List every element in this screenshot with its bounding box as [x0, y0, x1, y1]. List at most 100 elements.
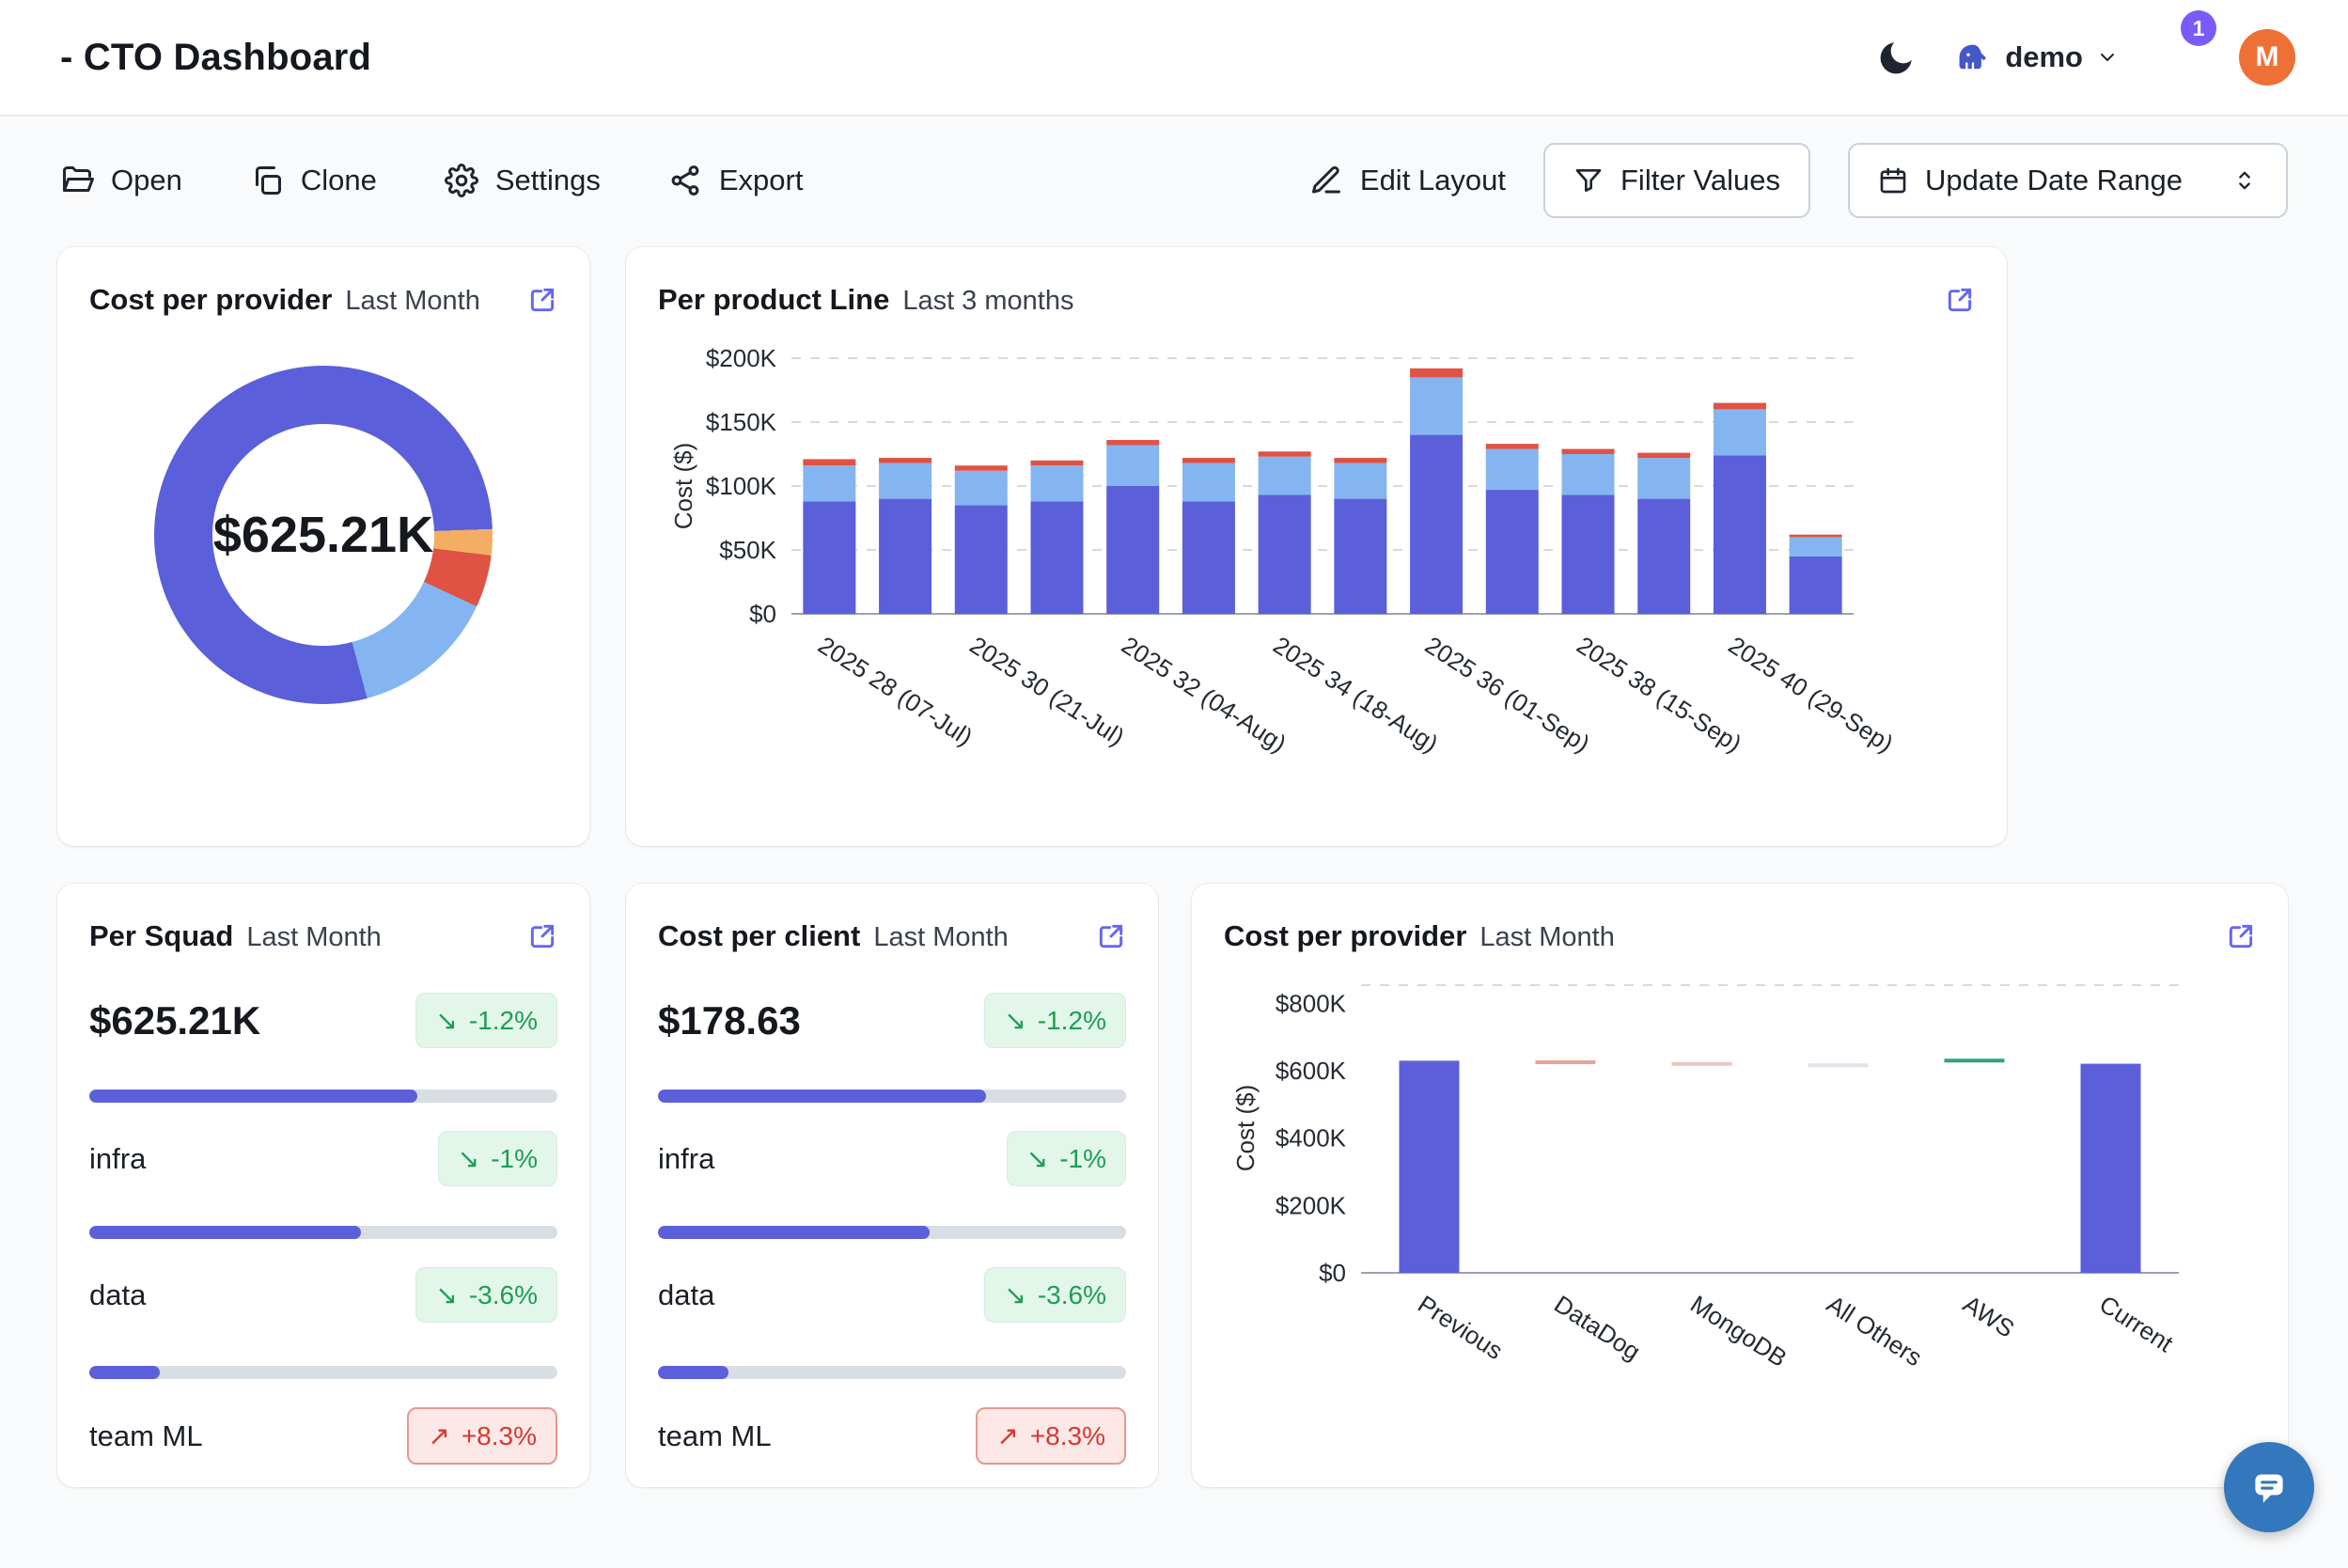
toolbar-left: Open Clone Settings Export: [60, 164, 803, 197]
card-title: Cost per client: [658, 919, 861, 952]
export-label: Export: [718, 164, 804, 196]
open-button[interactable]: Open: [60, 164, 182, 197]
kpi-label: team ML: [89, 1419, 203, 1452]
progress-fill: [89, 1226, 361, 1239]
kpi-label: infra: [89, 1141, 147, 1175]
card-subtitle: Last Month: [1479, 922, 1615, 952]
card-subtitle: Last 3 months: [902, 286, 1074, 316]
trend-down-icon: ↘: [1004, 1006, 1026, 1035]
dark-mode-toggle[interactable]: [1877, 38, 1917, 77]
open-card-link[interactable]: [527, 285, 557, 315]
settings-label: Settings: [494, 164, 601, 196]
svg-text:MongoDB: MongoDB: [1685, 1290, 1792, 1372]
progress-fill: [658, 1226, 930, 1239]
page-title: - CTO Dashboard: [60, 36, 372, 78]
card-per-squad: Per Squad Last Month $625.21K ↘ -1.2% inf…: [57, 884, 589, 1487]
progress-track: [658, 1090, 1126, 1103]
delta-value: -3.6%: [1037, 1279, 1106, 1309]
donut-chart: $625.21K: [154, 366, 493, 704]
update-date-range-select[interactable]: Update Date Range: [1848, 143, 2288, 218]
external-link-icon: [1948, 288, 1972, 312]
progress-track: [89, 1366, 557, 1379]
clone-button[interactable]: Clone: [250, 164, 377, 197]
kpi-label: team ML: [658, 1419, 772, 1452]
svg-text:Cost ($): Cost ($): [669, 443, 697, 529]
app-header: - CTO Dashboard demo 1 M: [0, 0, 2348, 117]
kpi-value: $625.21K: [89, 997, 261, 1043]
delta-value: -1.2%: [468, 1005, 538, 1035]
progress-fill: [89, 1090, 417, 1103]
trend-down-icon: ↘: [1004, 1280, 1026, 1309]
moon-icon: [1880, 42, 1913, 74]
waterfall-chart: $0 $200K $400K $600K $800K Cost ($) Previous Da…: [1231, 984, 2179, 1372]
kpi-label: data: [658, 1278, 715, 1311]
kpi-value: $178.63: [658, 997, 801, 1043]
svg-text:$0: $0: [1319, 1259, 1346, 1287]
delta-value: -1%: [491, 1143, 538, 1173]
chat-launcher-button[interactable]: [2224, 1442, 2314, 1532]
export-share-icon: [671, 165, 699, 196]
filter-values-button[interactable]: Filter Values: [1543, 143, 1810, 218]
settings-gear-icon: [444, 164, 478, 197]
svg-text:$50K: $50K: [719, 536, 776, 564]
card-cost-per-client: Cost per client Last Month $178.63 ↘ -1.2…: [626, 884, 1158, 1487]
svg-text:2025 36 (01-Sep): 2025 36 (01-Sep): [1420, 631, 1595, 758]
svg-text:All Others: All Others: [1822, 1290, 1927, 1372]
kpi-label: data: [89, 1278, 147, 1311]
svg-text:2025 30 (21-Jul): 2025 30 (21-Jul): [965, 631, 1130, 751]
edit-pencil-icon: [1311, 165, 1340, 194]
open-card-link[interactable]: [1096, 921, 1126, 951]
svg-text:$150K: $150K: [706, 408, 777, 436]
open-card-link[interactable]: [2226, 921, 2256, 951]
calendar-icon: [1880, 167, 1906, 194]
trend-down-icon: ↘: [1025, 1144, 1049, 1173]
settings-button[interactable]: Settings: [444, 164, 601, 197]
external-link-icon: [2229, 924, 2253, 949]
progress-track: [89, 1226, 557, 1239]
notification-badge[interactable]: 1: [2181, 10, 2216, 46]
open-card-link[interactable]: [527, 921, 557, 951]
svg-text:Previous: Previous: [1413, 1290, 1508, 1365]
card-cost-per-provider-bar: Cost per provider Last Month $0 $200K $400…: [1192, 884, 2288, 1487]
svg-text:Cost ($): Cost ($): [1231, 1085, 1260, 1171]
card-title: Cost per provider: [89, 283, 333, 316]
svg-text:DataDog: DataDog: [1549, 1290, 1645, 1366]
trend-up-icon: ↗: [428, 1421, 450, 1450]
filter-funnel-icon: [1575, 169, 1602, 192]
chevron-up-down-icon: [2239, 171, 2250, 190]
external-link-icon: [530, 924, 555, 949]
avatar[interactable]: M: [2239, 29, 2295, 86]
delta-value: -1%: [1059, 1143, 1106, 1173]
svg-text:2025 38 (15-Sep): 2025 38 (15-Sep): [1572, 631, 1746, 758]
toolbar: Open Clone Settings Export Edit Layout F…: [60, 141, 2288, 220]
svg-text:AWS: AWS: [1958, 1290, 2019, 1343]
external-link-icon: [530, 288, 555, 312]
card-title: Cost per provider: [1224, 919, 1467, 952]
filter-values-label: Filter Values: [1620, 164, 1780, 196]
svg-text:$600K: $600K: [1276, 1057, 1347, 1085]
delta-badge: ↘ -1.2%: [415, 993, 557, 1048]
delta-value: -3.6%: [468, 1279, 538, 1309]
workspace-selector[interactable]: demo: [1954, 39, 2119, 76]
svg-text:$0: $0: [749, 600, 776, 628]
delta-badge: ↘ -1%: [437, 1131, 557, 1186]
card-title: Per product Line: [658, 283, 890, 316]
svg-text:2025 28 (07-Jul): 2025 28 (07-Jul): [813, 631, 978, 751]
trend-up-icon: ↗: [996, 1421, 1019, 1450]
donut-hole: $625.21K: [212, 424, 434, 646]
clone-label: Clone: [300, 164, 377, 196]
card-cost-per-provider-donut: Cost per provider Last Month $625.21K: [57, 247, 589, 846]
edit-layout-label: Edit Layout: [1359, 164, 1506, 196]
progress-track: [89, 1090, 557, 1103]
trend-down-icon: ↘: [435, 1280, 458, 1309]
update-date-range-label: Update Date Range: [1925, 164, 2184, 196]
progress-track: [658, 1226, 1126, 1239]
edit-layout-button[interactable]: Edit Layout: [1309, 164, 1506, 197]
workspace-name: demo: [2005, 40, 2083, 73]
trend-down-icon: ↘: [435, 1006, 458, 1035]
card-per-product-line: Per product Line Last 3 months $0 $50K $10…: [626, 247, 2007, 846]
delta-badge: ↗ +8.3%: [976, 1407, 1126, 1465]
svg-text:$200K: $200K: [1276, 1191, 1347, 1219]
export-button[interactable]: Export: [668, 164, 804, 197]
open-card-link[interactable]: [1945, 285, 1975, 315]
